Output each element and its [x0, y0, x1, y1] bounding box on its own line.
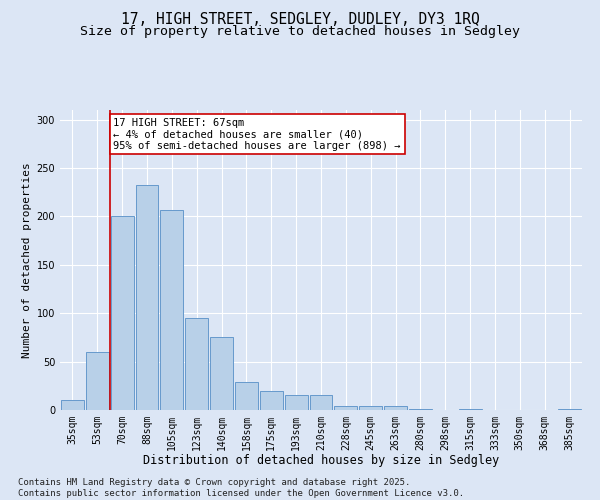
Bar	[558, 409, 581, 410]
Bar	[334, 406, 357, 410]
Bar	[160, 210, 183, 410]
Bar	[459, 409, 482, 410]
Text: 17 HIGH STREET: 67sqm
← 4% of detached houses are smaller (40)
95% of semi-detac: 17 HIGH STREET: 67sqm ← 4% of detached h…	[113, 118, 401, 150]
Bar	[409, 409, 432, 410]
Text: 17, HIGH STREET, SEDGLEY, DUDLEY, DY3 1RQ: 17, HIGH STREET, SEDGLEY, DUDLEY, DY3 1R…	[121, 12, 479, 28]
Bar	[111, 216, 134, 410]
Y-axis label: Number of detached properties: Number of detached properties	[22, 162, 32, 358]
Text: Contains HM Land Registry data © Crown copyright and database right 2025.
Contai: Contains HM Land Registry data © Crown c…	[18, 478, 464, 498]
Bar	[136, 184, 158, 410]
Bar	[359, 406, 382, 410]
Bar	[285, 396, 308, 410]
Bar	[260, 390, 283, 410]
Bar	[310, 396, 332, 410]
X-axis label: Distribution of detached houses by size in Sedgley: Distribution of detached houses by size …	[143, 454, 499, 468]
Bar	[185, 318, 208, 410]
Text: Size of property relative to detached houses in Sedgley: Size of property relative to detached ho…	[80, 25, 520, 38]
Bar	[384, 406, 407, 410]
Bar	[235, 382, 258, 410]
Bar	[86, 352, 109, 410]
Bar	[61, 400, 84, 410]
Bar	[210, 338, 233, 410]
